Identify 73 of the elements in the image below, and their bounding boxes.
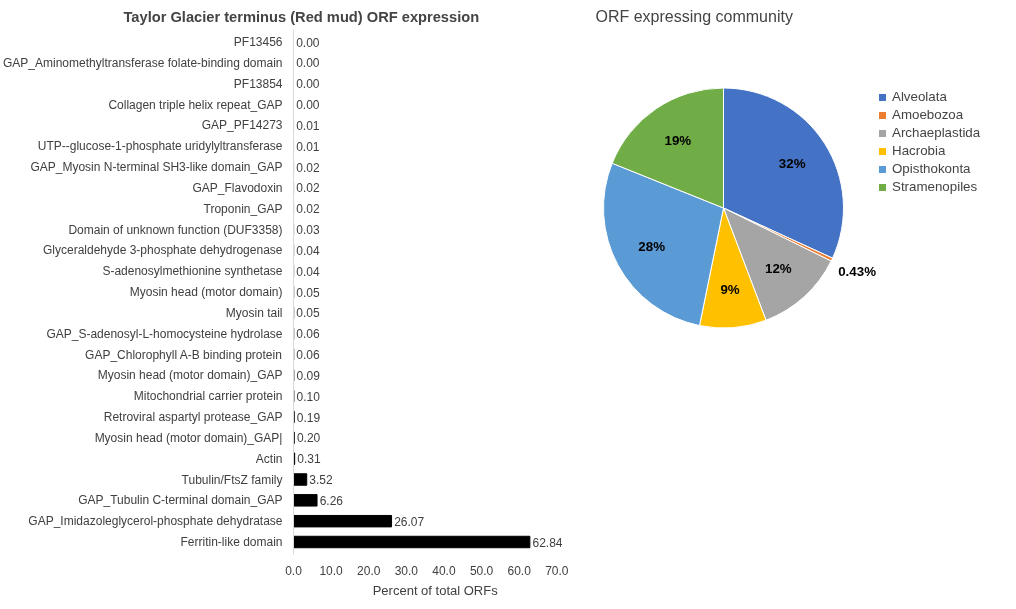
data-label: 0.04: [296, 264, 320, 279]
data-label: 0.19: [296, 410, 321, 425]
data-label: 0.31: [297, 452, 321, 467]
data-label: 0.00: [296, 56, 320, 71]
y-tick-label: Myosin head (motor domain)_GAP|: [94, 430, 283, 445]
y-tick-label: GAP_S-adenosyl-L-homocysteine hydrolase: [46, 326, 283, 341]
data-label: 0.20: [296, 431, 321, 446]
x-tick-label: 60.0: [507, 563, 532, 578]
data-label: 0.06: [296, 348, 321, 362]
legend-label: Hacrobia: [892, 143, 946, 158]
data-label: 62.84: [532, 535, 563, 550]
data-label: 26.07: [394, 514, 425, 529]
y-tick-label: GAP_Aminomethyltransferase folate-binding domain: [3, 55, 283, 70]
data-label: 0.10: [296, 389, 321, 404]
y-tick-label: GAP_Flavodoxin: [192, 180, 283, 195]
y-tick-label: PF13456: [233, 35, 283, 49]
data-label: 19%: [664, 132, 692, 148]
data-label: 9%: [720, 281, 740, 297]
data-label: 0.43%: [838, 264, 877, 280]
data-label: 0.01: [296, 139, 320, 154]
data-label: 12%: [765, 260, 792, 276]
data-label: 0.04: [296, 243, 320, 258]
x-tick-label: 0.0: [285, 563, 303, 578]
data-label: 0.03: [296, 223, 320, 237]
data-label: 0.00: [296, 77, 320, 92]
y-tick-label: PF13854: [233, 76, 283, 91]
y-tick-label: GAP_PF14273: [201, 118, 283, 133]
x-tick-label: 40.0: [432, 563, 456, 578]
y-tick-label: UTP--glucose-1-phosphate uridylyltransferase: [37, 139, 283, 154]
y-tick-label: Myosin head (motor domain)_GAP: [97, 368, 283, 383]
y-tick-label: Glyceraldehyde 3-phosphate dehydrogenase: [43, 243, 283, 258]
y-tick-label: Myosin head (motor domain): [129, 285, 283, 299]
legend-label: Stramenopiles: [892, 179, 978, 194]
y-tick-label: Collagen triple helix repeat_GAP: [108, 97, 283, 112]
data-label: 0.02: [296, 160, 320, 175]
data-label: 32%: [778, 156, 806, 172]
data-label: 6.26: [319, 493, 344, 508]
y-tick-label: Actin: [255, 451, 283, 466]
chart-title: Taylor Glacier terminus (Red mud) ORF expression: [123, 8, 480, 25]
x-tick-label: 50.0: [469, 563, 494, 578]
y-tick-label: GAP_Tubulin C-terminal domain_GAP: [78, 493, 283, 508]
data-label: 0.00: [296, 98, 320, 112]
x-tick-label: 10.0: [319, 563, 344, 578]
data-label: 0.00: [296, 35, 320, 50]
chart-title: ORF expressing community: [595, 7, 793, 25]
y-tick-label: GAP_Myosin N-terminal SH3-like domain_GAP: [30, 160, 283, 174]
legend-label: Opisthokonta: [892, 161, 971, 176]
x-tick-label: 30.0: [394, 563, 419, 578]
data-label: 0.05: [296, 306, 320, 321]
y-tick-label: Domain of unknown function (DUF3358): [68, 222, 283, 237]
data-label: 0.09: [296, 368, 321, 383]
data-label: 0.05: [296, 285, 320, 300]
x-tick-label: 20.0: [357, 563, 381, 578]
y-tick-label: Ferritin-like domain: [180, 535, 283, 549]
data-label: 0.02: [296, 202, 320, 217]
data-label: 0.01: [296, 118, 320, 133]
data-label: 0.06: [296, 327, 321, 342]
x-axis-title: Percent of total ORFs: [372, 582, 499, 598]
data-label: 3.52: [309, 473, 334, 487]
y-tick-label: S-adenosylmethionine synthetase: [102, 264, 283, 279]
y-tick-label: Retroviral aspartyl protease_GAP: [103, 410, 283, 424]
y-tick-label: Myosin tail: [225, 305, 283, 320]
y-tick-label: GAP_Chlorophyll A-B binding protein: [85, 347, 282, 362]
y-tick-label: GAP_Imidazoleglycerol-phosphate dehydratase: [28, 514, 283, 529]
y-tick-label: Troponin_GAP: [203, 201, 283, 216]
x-tick-label: 70.0: [545, 563, 569, 578]
legend-label: Archaeplastida: [892, 125, 981, 140]
y-tick-label: Tubulin/FtsZ family: [181, 472, 283, 487]
y-tick-label: Mitochondrial carrier protein: [133, 389, 283, 404]
legend-label: Amoebozoa: [892, 107, 964, 122]
data-label: 28%: [638, 239, 666, 255]
data-label: 0.02: [296, 181, 320, 196]
legend-label: Alveolata: [892, 89, 947, 104]
